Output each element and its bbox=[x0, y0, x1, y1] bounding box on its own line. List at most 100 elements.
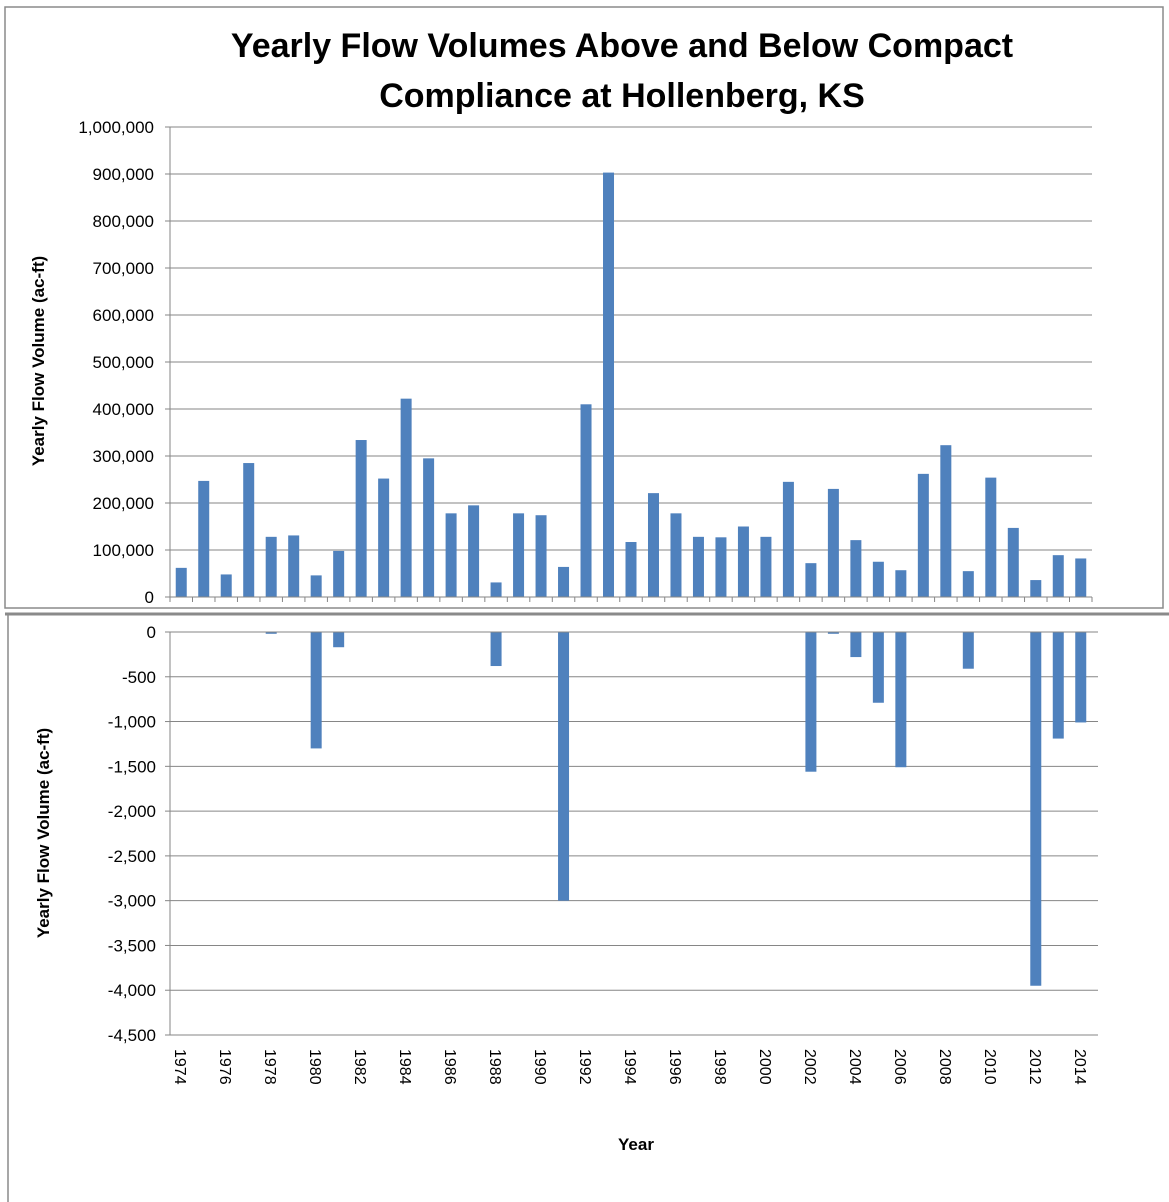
lower-y-tick-label: -3,000 bbox=[108, 892, 156, 911]
x-tick-label: 1978 bbox=[261, 1049, 278, 1085]
x-tick-label: 1976 bbox=[216, 1049, 233, 1085]
upper-y-tick-label: 200,000 bbox=[93, 494, 154, 513]
upper-bar bbox=[760, 536, 772, 597]
lower-y-tick-label: -2,500 bbox=[108, 847, 156, 866]
upper-y-tick-label: 900,000 bbox=[93, 165, 154, 184]
upper-bar bbox=[445, 513, 457, 597]
upper-bar bbox=[400, 398, 412, 597]
upper-bar bbox=[985, 477, 997, 597]
x-tick-label: 2008 bbox=[936, 1049, 953, 1085]
upper-bar bbox=[805, 563, 817, 597]
upper-bar bbox=[962, 571, 974, 597]
x-tick-label: 2014 bbox=[1071, 1049, 1088, 1085]
upper-bar bbox=[265, 536, 277, 597]
upper-y-tick-label: 300,000 bbox=[93, 447, 154, 466]
upper-y-tick-label: 1,000,000 bbox=[78, 118, 154, 137]
upper-bar bbox=[1030, 580, 1042, 597]
x-tick-label: 1982 bbox=[351, 1049, 368, 1085]
upper-bar bbox=[782, 481, 794, 597]
upper-gridlines bbox=[165, 126, 1093, 602]
upper-bar bbox=[535, 515, 547, 597]
upper-y-tick-label: 500,000 bbox=[93, 353, 154, 372]
upper-bar bbox=[423, 458, 435, 597]
lower-bar bbox=[333, 632, 345, 648]
x-tick-label: 1992 bbox=[576, 1049, 593, 1085]
upper-bar bbox=[175, 567, 187, 597]
upper-bar bbox=[692, 536, 704, 597]
upper-y-tick-label: 700,000 bbox=[93, 259, 154, 278]
upper-bar bbox=[625, 542, 637, 597]
upper-y-tick-label: 600,000 bbox=[93, 306, 154, 325]
upper-bar bbox=[647, 493, 659, 597]
upper-bar bbox=[243, 463, 255, 597]
upper-bar bbox=[580, 404, 592, 597]
lower-bar bbox=[1030, 632, 1042, 986]
lower-y-axis-title: Yearly Flow Volume (ac-ft) bbox=[34, 728, 53, 938]
upper-bar bbox=[288, 535, 300, 597]
lower-y-tick-label: -2,000 bbox=[108, 802, 156, 821]
upper-bar bbox=[333, 550, 345, 597]
lower-y-tick-labels: 0 -500 -1,000 -1,500 -2,000 -2,500 -3,000 -3,50… bbox=[108, 623, 156, 1045]
x-tick-label: 2006 bbox=[891, 1049, 908, 1085]
upper-y-tick-label: 100,000 bbox=[93, 541, 154, 560]
upper-bar bbox=[603, 172, 615, 597]
lower-bars bbox=[265, 632, 1087, 986]
lower-bar bbox=[962, 632, 974, 669]
upper-bar bbox=[513, 513, 525, 597]
upper-bar bbox=[468, 505, 480, 597]
x-tick-label: 2000 bbox=[756, 1049, 773, 1085]
lower-y-tick-label: 0 bbox=[147, 623, 156, 642]
upper-bar bbox=[220, 574, 232, 597]
upper-bar bbox=[872, 561, 884, 597]
lower-gridlines bbox=[165, 631, 1098, 1036]
x-tick-label: 2004 bbox=[846, 1049, 863, 1085]
x-tick-label: 1990 bbox=[531, 1049, 548, 1085]
x-tick-label: 1986 bbox=[441, 1049, 458, 1085]
upper-bar bbox=[715, 537, 727, 597]
x-tick-label: 1998 bbox=[711, 1049, 728, 1085]
upper-bar bbox=[355, 440, 367, 597]
lower-y-tick-label: -1,500 bbox=[108, 757, 156, 776]
upper-bar bbox=[670, 513, 682, 597]
x-tick-label: 1980 bbox=[306, 1049, 323, 1085]
x-tick-label: 1988 bbox=[486, 1049, 503, 1085]
x-tick-label: 1974 bbox=[171, 1049, 188, 1085]
x-tick-label: 2012 bbox=[1026, 1049, 1043, 1085]
lower-x-tick-labels: 1974 1976 1978 1980 1982 1984 1986 1988 1990 1992… bbox=[171, 1049, 1088, 1085]
upper-y-axis-title: Yearly Flow Volume (ac-ft) bbox=[29, 256, 48, 466]
lower-bar bbox=[850, 632, 862, 658]
x-tick-label: 1984 bbox=[396, 1049, 413, 1085]
lower-bar bbox=[895, 632, 907, 768]
x-tick-label: 1996 bbox=[666, 1049, 683, 1085]
lower-bar bbox=[1052, 632, 1064, 739]
lower-bar bbox=[490, 632, 502, 667]
upper-bar bbox=[917, 473, 929, 597]
lower-bar bbox=[265, 632, 277, 634]
lower-bar bbox=[310, 632, 322, 749]
upper-bar bbox=[895, 570, 907, 597]
x-axis-title: Year bbox=[618, 1135, 654, 1154]
lower-bar bbox=[805, 632, 817, 772]
upper-bar bbox=[827, 488, 839, 597]
lower-bar bbox=[558, 632, 570, 901]
upper-bar bbox=[737, 526, 749, 597]
lower-bar bbox=[1075, 632, 1087, 723]
upper-y-tick-label: 400,000 bbox=[93, 400, 154, 419]
x-tick-label: 1994 bbox=[621, 1049, 638, 1085]
upper-y-tick-label: 800,000 bbox=[93, 212, 154, 231]
lower-bar bbox=[827, 632, 839, 634]
chart-title-line-1: Yearly Flow Volumes Above and Below Comp… bbox=[231, 27, 1013, 65]
x-tick-label: 2002 bbox=[801, 1049, 818, 1085]
x-tick-label: 2010 bbox=[981, 1049, 998, 1085]
upper-bar bbox=[1007, 527, 1019, 597]
lower-bar bbox=[872, 632, 884, 703]
upper-bar bbox=[198, 480, 210, 597]
upper-bar bbox=[310, 575, 322, 597]
upper-bars bbox=[175, 172, 1087, 597]
upper-y-tick-labels: 0 100,000 200,000 300,000 400,000 500,000 600,… bbox=[78, 118, 154, 607]
lower-y-tick-label: -1,000 bbox=[108, 713, 156, 732]
chart-title-line-2: Compliance at Hollenberg, KS bbox=[379, 77, 865, 115]
upper-bar bbox=[1075, 558, 1087, 597]
upper-bar bbox=[940, 445, 952, 597]
